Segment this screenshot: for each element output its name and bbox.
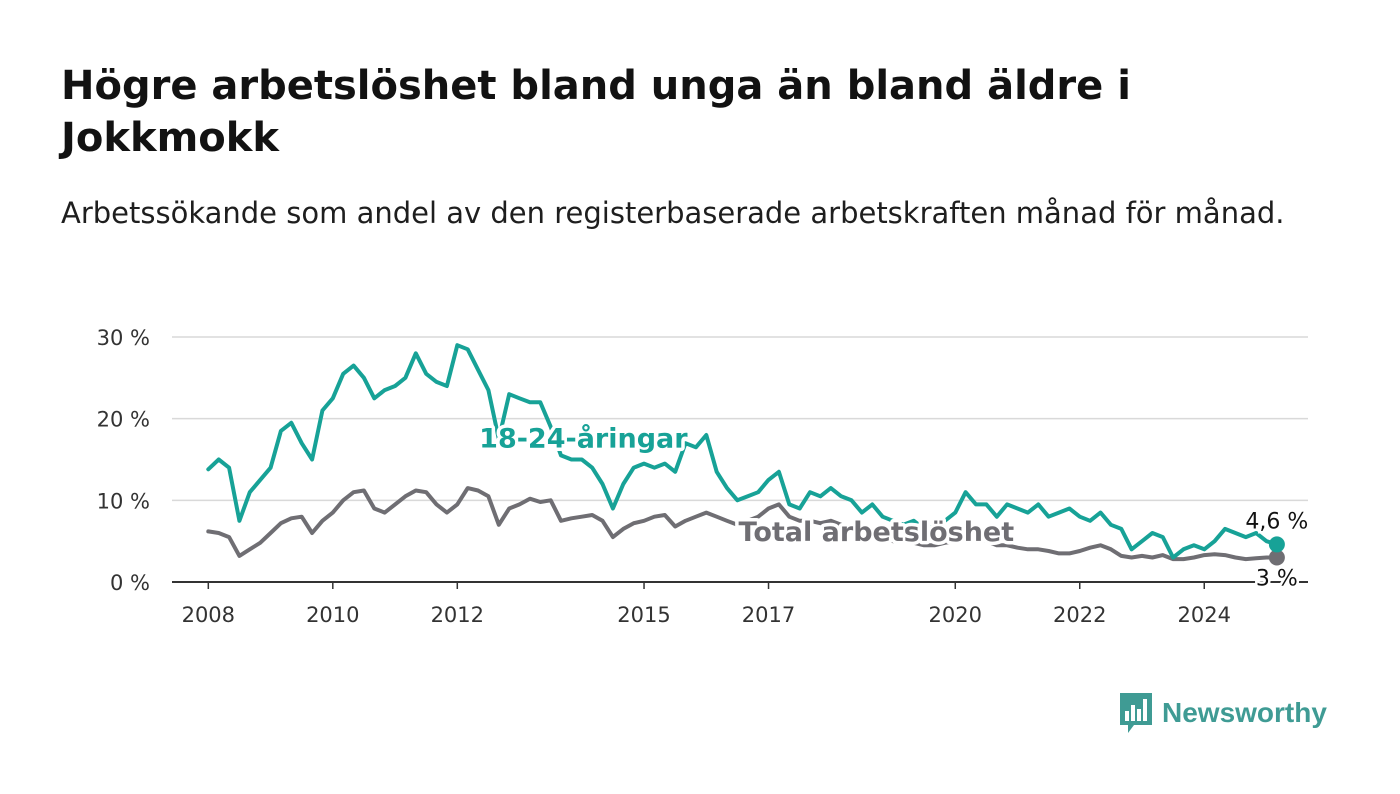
series-line-youth (206, 343, 1279, 560)
x-axis-ticks: 2008 2010 2012 2015 2017 2020 2022 2024 (182, 582, 1231, 627)
line-chart: 0 % 10 % 20 % 30 % 2008 2010 2012 2015 2017 2020… (97, 326, 1311, 627)
end-value-label-total: 3 % (1256, 567, 1298, 592)
x-tick-label: 2022 (1053, 603, 1106, 627)
chart-title: Högre arbetslöshet bland unga än bland ä… (61, 63, 1131, 161)
y-tick-label: 30 % (97, 326, 150, 350)
gridlines (172, 336, 1308, 583)
end-marker-total (1268, 549, 1285, 566)
series-name-total: Total arbetslöshet (739, 517, 1015, 548)
bar-chart-speech-bubble-icon (1120, 693, 1152, 733)
x-tick-label: 2024 (1178, 603, 1231, 627)
brand-name: Newsworthy (1162, 697, 1327, 728)
end-marker-youth (1268, 536, 1285, 553)
end-value-label-youth: 4,6 % (1245, 509, 1308, 534)
x-tick-label: 2020 (929, 603, 982, 627)
series-line-total (206, 486, 1279, 562)
x-tick-label: 2017 (742, 603, 795, 627)
newsworthy-logo: Newsworthy (1118, 690, 1327, 736)
y-tick-label: 10 % (97, 489, 150, 513)
y-tick-label: 0 % (110, 571, 150, 595)
x-tick-label: 2008 (182, 603, 235, 627)
series-name-youth: 18-24-åringar (479, 422, 688, 454)
x-tick-label: 2015 (617, 603, 670, 627)
x-tick-label: 2012 (431, 603, 484, 627)
series-labels: 4,6 % 3 % 18-24-åringar Total arbetslöshet (476, 419, 1311, 594)
chart-subtitle: Arbetssökande som andel av den registerb… (61, 196, 1285, 230)
y-axis-ticks: 0 % 10 % 20 % 30 % (97, 326, 150, 595)
x-tick-label: 2010 (306, 603, 359, 627)
series-lines (206, 343, 1285, 566)
y-tick-label: 20 % (97, 408, 150, 432)
